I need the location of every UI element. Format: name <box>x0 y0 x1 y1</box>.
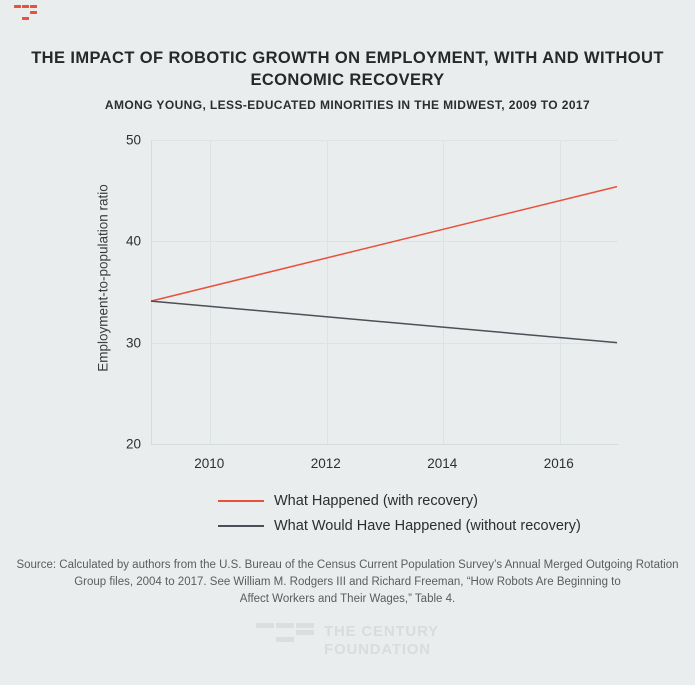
page-subtitle: AMONG YOUNG, LESS-EDUCATED MINORITIES IN… <box>104 98 591 112</box>
gridline-v <box>326 140 328 444</box>
y-tick-label: 20 <box>125 436 141 452</box>
plot-area <box>151 140 618 445</box>
legend-line-swatch-dark-icon <box>218 524 264 527</box>
legend-label: What Would Have Happened (without recove… <box>274 517 581 534</box>
page-title-line-1: THE IMPACT OF ROBOTIC GROWTH ON EMPLOYME… <box>31 49 664 67</box>
gridline-h <box>152 342 618 344</box>
tcf-brand-mark-red-icon <box>14 5 38 20</box>
page-title-line-2: ECONOMIC RECOVERY <box>250 71 445 89</box>
chart-area: Employment-to-population ratio 50 40 30 20 2… <box>96 132 618 471</box>
legend-line-swatch-red-icon <box>218 499 264 502</box>
data-lines <box>150 185 618 344</box>
gridline-v <box>443 140 445 444</box>
y-tick-label: 40 <box>125 233 141 249</box>
y-tick-label: 50 <box>125 132 141 148</box>
source-line: Group files, 2004 to 2017. See William M… <box>74 576 621 588</box>
gridline-h <box>152 241 618 243</box>
chart-legend: What Happened (with recovery) What Would… <box>218 488 581 538</box>
logo-text: THE CENTURY FOUNDATION <box>324 623 439 658</box>
x-tick-label: 2010 <box>194 456 225 471</box>
gridline-h <box>152 140 618 141</box>
x-tick-label: 2016 <box>543 456 574 471</box>
source-line: Source: Calculated by authors from the U… <box>16 559 679 571</box>
legend-label: What Happened (with recovery) <box>274 492 478 509</box>
header: THE IMPACT OF ROBOTIC GROWTH ON EMPLOYME… <box>0 47 695 112</box>
x-tick-label: 2014 <box>427 456 458 471</box>
legend-item-without-recovery: What Would Have Happened (without recove… <box>218 513 581 538</box>
gridline-v <box>210 140 212 444</box>
century-foundation-logo: THE CENTURY FOUNDATION <box>0 623 695 658</box>
tcf-logo-mark-icon <box>256 623 315 642</box>
x-tick-label: 2012 <box>310 456 341 471</box>
source-line: Affect Workers and Their Wages,” Table 4… <box>239 593 456 605</box>
source-note: Source: Calculated by authors from the U… <box>0 557 695 608</box>
y-tick-label: 30 <box>125 335 141 351</box>
gridline-v <box>559 140 561 444</box>
legend-item-with-recovery: What Happened (with recovery) <box>218 488 581 513</box>
